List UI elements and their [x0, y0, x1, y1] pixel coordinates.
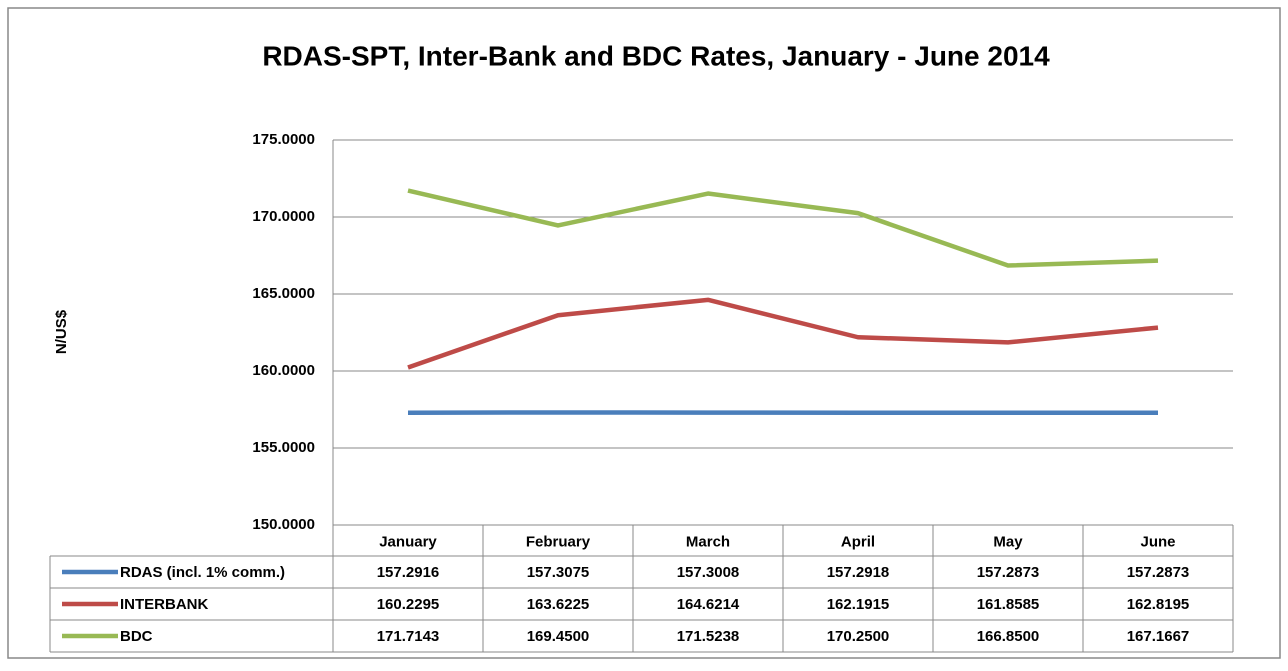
legend-label: INTERBANK: [120, 596, 208, 613]
table-value: 157.2873: [977, 564, 1040, 581]
x-tick-label: January: [379, 533, 437, 550]
legend-label: BDC: [120, 628, 153, 645]
table-value: 164.6214: [677, 596, 740, 613]
y-tick-label: 175.0000: [252, 131, 315, 148]
table-value: 169.4500: [527, 628, 590, 645]
x-tick-label: March: [686, 533, 730, 550]
table-value: 163.6225: [527, 596, 590, 613]
table-value: 157.3008: [677, 564, 740, 581]
y-tick-label: 150.0000: [252, 516, 315, 533]
table-value: 171.5238: [677, 628, 740, 645]
x-tick-label: February: [526, 533, 591, 550]
y-tick-label: 160.0000: [252, 362, 315, 379]
legend-label: RDAS (incl. 1% comm.): [120, 564, 285, 581]
y-tick-label: 165.0000: [252, 285, 315, 302]
table-value: 160.2295: [377, 596, 440, 613]
table-value: 157.2918: [827, 564, 890, 581]
y-tick-label: 170.0000: [252, 208, 315, 225]
table-value: 166.8500: [977, 628, 1040, 645]
table-value: 157.2916: [377, 564, 440, 581]
y-axis-label: N/US$: [53, 309, 70, 354]
table-value: 162.1915: [827, 596, 890, 613]
x-tick-label: June: [1140, 533, 1175, 550]
table-value: 170.2500: [827, 628, 890, 645]
chart-title: RDAS-SPT, Inter-Bank and BDC Rates, Janu…: [262, 40, 1050, 71]
table-value: 157.3075: [527, 564, 590, 581]
y-tick-label: 155.0000: [252, 439, 315, 456]
x-tick-label: April: [841, 533, 875, 550]
table-value: 157.2873: [1127, 564, 1190, 581]
table-value: 167.1667: [1127, 628, 1190, 645]
x-tick-label: May: [993, 533, 1023, 550]
table-value: 162.8195: [1127, 596, 1190, 613]
table-value: 171.7143: [377, 628, 440, 645]
table-value: 161.8585: [977, 596, 1040, 613]
